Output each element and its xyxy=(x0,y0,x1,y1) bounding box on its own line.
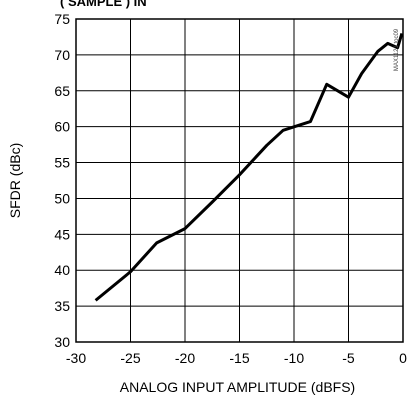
y-tick-label-3: 45 xyxy=(54,226,70,242)
x-tick-label-3: -15 xyxy=(229,350,249,366)
y-tick-label-5: 55 xyxy=(54,155,70,171)
y-tick-label-7: 65 xyxy=(54,83,70,99)
y-tick-label-1: 35 xyxy=(54,298,70,314)
y-tick-label-6: 60 xyxy=(54,119,70,135)
x-tick-label-4: -10 xyxy=(284,350,304,366)
y-tick-label-8: 70 xyxy=(54,47,70,63)
x-tick-label-0: -30 xyxy=(66,350,86,366)
y-tick-label-2: 40 xyxy=(54,262,70,278)
plot-frame xyxy=(75,18,404,343)
x-tick-labels: -30 -25 -20 -15 -10 -5 0 xyxy=(66,350,407,366)
y-axis-label: SFDR (dBc) xyxy=(7,143,23,218)
y-tick-label-0: 30 xyxy=(54,334,70,350)
x-tick-label-5: -5 xyxy=(342,350,355,366)
y-tick-labels: 30 35 40 45 50 55 60 65 70 75 xyxy=(54,11,70,350)
series-line-0 xyxy=(94,32,404,302)
x-tick-label-6: 0 xyxy=(399,350,407,366)
x-axis-label: ANALOG INPUT AMPLITUDE (dBFS) xyxy=(120,379,355,395)
x-tick-label-2: -20 xyxy=(175,350,195,366)
y-tick-label-4: 50 xyxy=(54,190,70,206)
header-fragment: ( SAMPLE ) IN xyxy=(60,0,147,9)
x-tick-label-1: -25 xyxy=(120,350,140,366)
side-note: MAX1121 toc09 xyxy=(394,28,400,71)
series-group xyxy=(94,32,404,302)
y-tick-label-9: 75 xyxy=(54,11,70,27)
grid-lines xyxy=(75,18,404,343)
